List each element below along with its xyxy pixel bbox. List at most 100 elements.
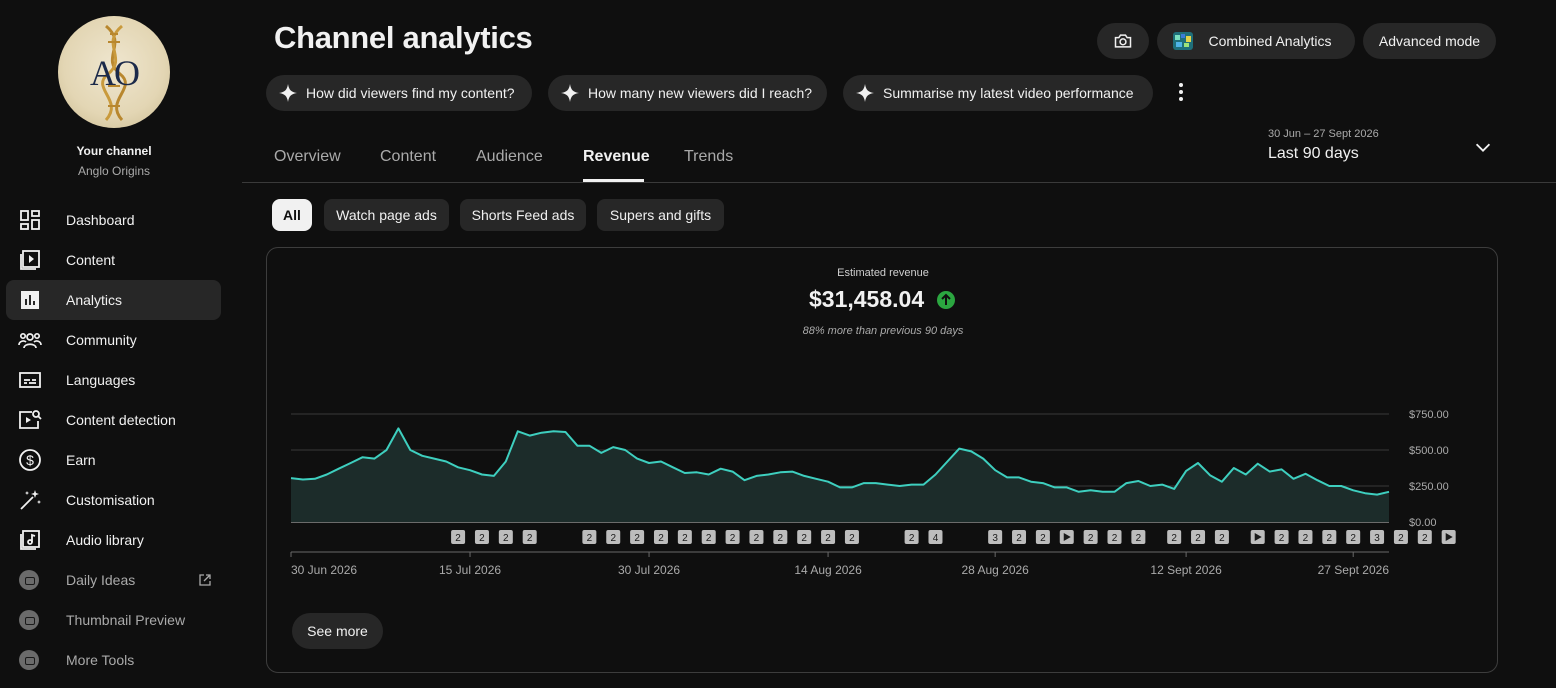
y-tick-label: $500.00 [1409, 445, 1449, 457]
video-marker-count: 2 [1219, 533, 1225, 544]
video-marker[interactable] [1322, 530, 1337, 544]
sidebar-tool-label: Thumbnail Preview [66, 612, 186, 628]
tab-overview[interactable]: Overview [274, 148, 341, 165]
suggestion-chip-summary[interactable]: Summarise my latest video performance [843, 75, 1153, 111]
video-marker[interactable] [1370, 530, 1385, 544]
video-marker[interactable] [725, 530, 740, 544]
video-marker[interactable] [630, 530, 645, 544]
video-marker-count: 3 [992, 533, 998, 544]
video-marker[interactable] [701, 530, 716, 544]
sidebar-item-label: Community [66, 332, 137, 348]
date-period-selector[interactable]: Last 90 days [1268, 145, 1359, 162]
video-marker[interactable] [1191, 530, 1206, 544]
video-marker[interactable] [1393, 530, 1408, 544]
video-marker[interactable] [451, 530, 466, 544]
filter-shorts-feed-ads[interactable]: Shorts Feed ads [460, 199, 586, 231]
screenshot-button[interactable] [1097, 23, 1149, 59]
metric-comparison: 88% more than previous 90 days [802, 325, 964, 337]
combined-analytics-button[interactable]: Combined Analytics [1157, 23, 1355, 59]
video-marker[interactable] [1274, 530, 1289, 544]
filter-watch-page-ads[interactable]: Watch page ads [324, 199, 449, 231]
video-marker[interactable] [1214, 530, 1229, 544]
video-marker[interactable] [1167, 530, 1182, 544]
sidebar-item-languages[interactable]: Languages [6, 360, 221, 400]
sidebar-item-label: Audio library [66, 532, 144, 548]
sidebar-item-audio-library[interactable]: Audio library [6, 520, 221, 560]
filter-supers-and-gifts[interactable]: Supers and gifts [597, 199, 724, 231]
video-marker[interactable] [1298, 530, 1313, 544]
video-marker[interactable] [821, 530, 836, 544]
advanced-mode-button[interactable]: Advanced mode [1363, 23, 1496, 59]
sidebar-item-earn[interactable]: $ Earn [6, 440, 221, 480]
x-tick-label: 15 Jul 2026 [439, 563, 501, 577]
sidebar-item-content[interactable]: Content [6, 240, 221, 280]
video-marker[interactable] [1012, 530, 1027, 544]
x-tick-label: 30 Jun 2026 [291, 563, 357, 577]
video-marker-count: 2 [825, 533, 831, 544]
page-title: Channel analytics [274, 20, 533, 55]
video-marker[interactable] [677, 530, 692, 544]
video-marker[interactable] [844, 530, 859, 544]
y-tick-label: $0.00 [1409, 517, 1437, 529]
video-marker-count: 2 [658, 533, 664, 544]
video-marker[interactable] [474, 530, 489, 544]
video-marker[interactable] [988, 530, 1003, 544]
x-tick-label: 30 Jul 2026 [618, 563, 680, 577]
suggestion-chip-new-viewers[interactable]: How many new viewers did I reach? [548, 75, 827, 111]
video-marker-count: 4 [933, 533, 939, 544]
video-marker[interactable] [1417, 530, 1432, 544]
magic-wand-icon [20, 490, 41, 510]
video-marker-count: 2 [634, 533, 640, 544]
tab-trends[interactable]: Trends [684, 148, 734, 165]
sparkle-icon [561, 84, 579, 102]
sidebar-item-dashboard[interactable]: Dashboard [6, 200, 221, 240]
video-marker[interactable] [1083, 530, 1098, 544]
sidebar-tool-daily-ideas[interactable]: Daily Ideas [6, 560, 221, 600]
video-marker[interactable] [653, 530, 668, 544]
content-detection-icon [19, 410, 42, 429]
sidebar-item-customisation[interactable]: Customisation [6, 480, 221, 520]
video-marker[interactable] [522, 530, 537, 544]
video-marker[interactable] [773, 530, 788, 544]
video-marker-count: 2 [706, 533, 712, 544]
sidebar-item-analytics[interactable]: Analytics [6, 280, 221, 320]
video-marker-count: 2 [1136, 533, 1142, 544]
community-icon [18, 332, 42, 349]
video-marker-count: 2 [1327, 533, 1333, 544]
audio-library-icon [20, 530, 40, 550]
more-vert-icon[interactable] [1169, 80, 1193, 104]
tab-revenue[interactable]: Revenue [583, 148, 650, 165]
sidebar-tool-more-tools[interactable]: More Tools [6, 640, 221, 680]
video-marker[interactable] [582, 530, 597, 544]
video-marker-count: 2 [1398, 533, 1404, 544]
video-marker[interactable] [797, 530, 812, 544]
dna-helix-icon [101, 24, 127, 122]
revenue-chart[interactable]: $750.00 $500.00 $250.00 $0.00 2 2 2 2 2 2 2 2 2 2 2 2 2 2… [267, 248, 1497, 588]
see-more-button[interactable]: See more [292, 613, 383, 649]
video-marker-count: 2 [1350, 533, 1356, 544]
video-marker[interactable] [1346, 530, 1361, 544]
tab-content[interactable]: Content [380, 148, 437, 165]
video-marker[interactable] [1035, 530, 1050, 544]
sidebar-item-content-detection[interactable]: Content detection [6, 400, 221, 440]
video-marker[interactable] [904, 530, 919, 544]
video-marker[interactable] [749, 530, 764, 544]
filter-all[interactable]: All [272, 199, 312, 231]
video-marker-count: 2 [909, 533, 915, 544]
suggestion-chip-label: How did viewers find my content? [306, 85, 515, 101]
video-marker[interactable] [606, 530, 621, 544]
video-marker[interactable] [1131, 530, 1146, 544]
video-marker-count: 2 [455, 533, 461, 544]
channel-avatar[interactable]: AO [58, 16, 170, 128]
sidebar-item-community[interactable]: Community [6, 320, 221, 360]
sidebar: AO Your channel Anglo Origins Dashboard … [0, 0, 228, 688]
video-marker[interactable] [928, 530, 943, 544]
sidebar-tool-thumbnail-preview[interactable]: Thumbnail Preview [6, 600, 221, 640]
chevron-down-icon[interactable] [1472, 136, 1494, 158]
tab-audience[interactable]: Audience [476, 148, 543, 165]
suggestion-chip-traffic[interactable]: How did viewers find my content? [266, 75, 532, 111]
video-marker[interactable] [498, 530, 513, 544]
video-marker[interactable] [1107, 530, 1122, 544]
your-channel-label: Your channel [76, 144, 152, 158]
sidebar-item-label: Languages [66, 372, 136, 388]
